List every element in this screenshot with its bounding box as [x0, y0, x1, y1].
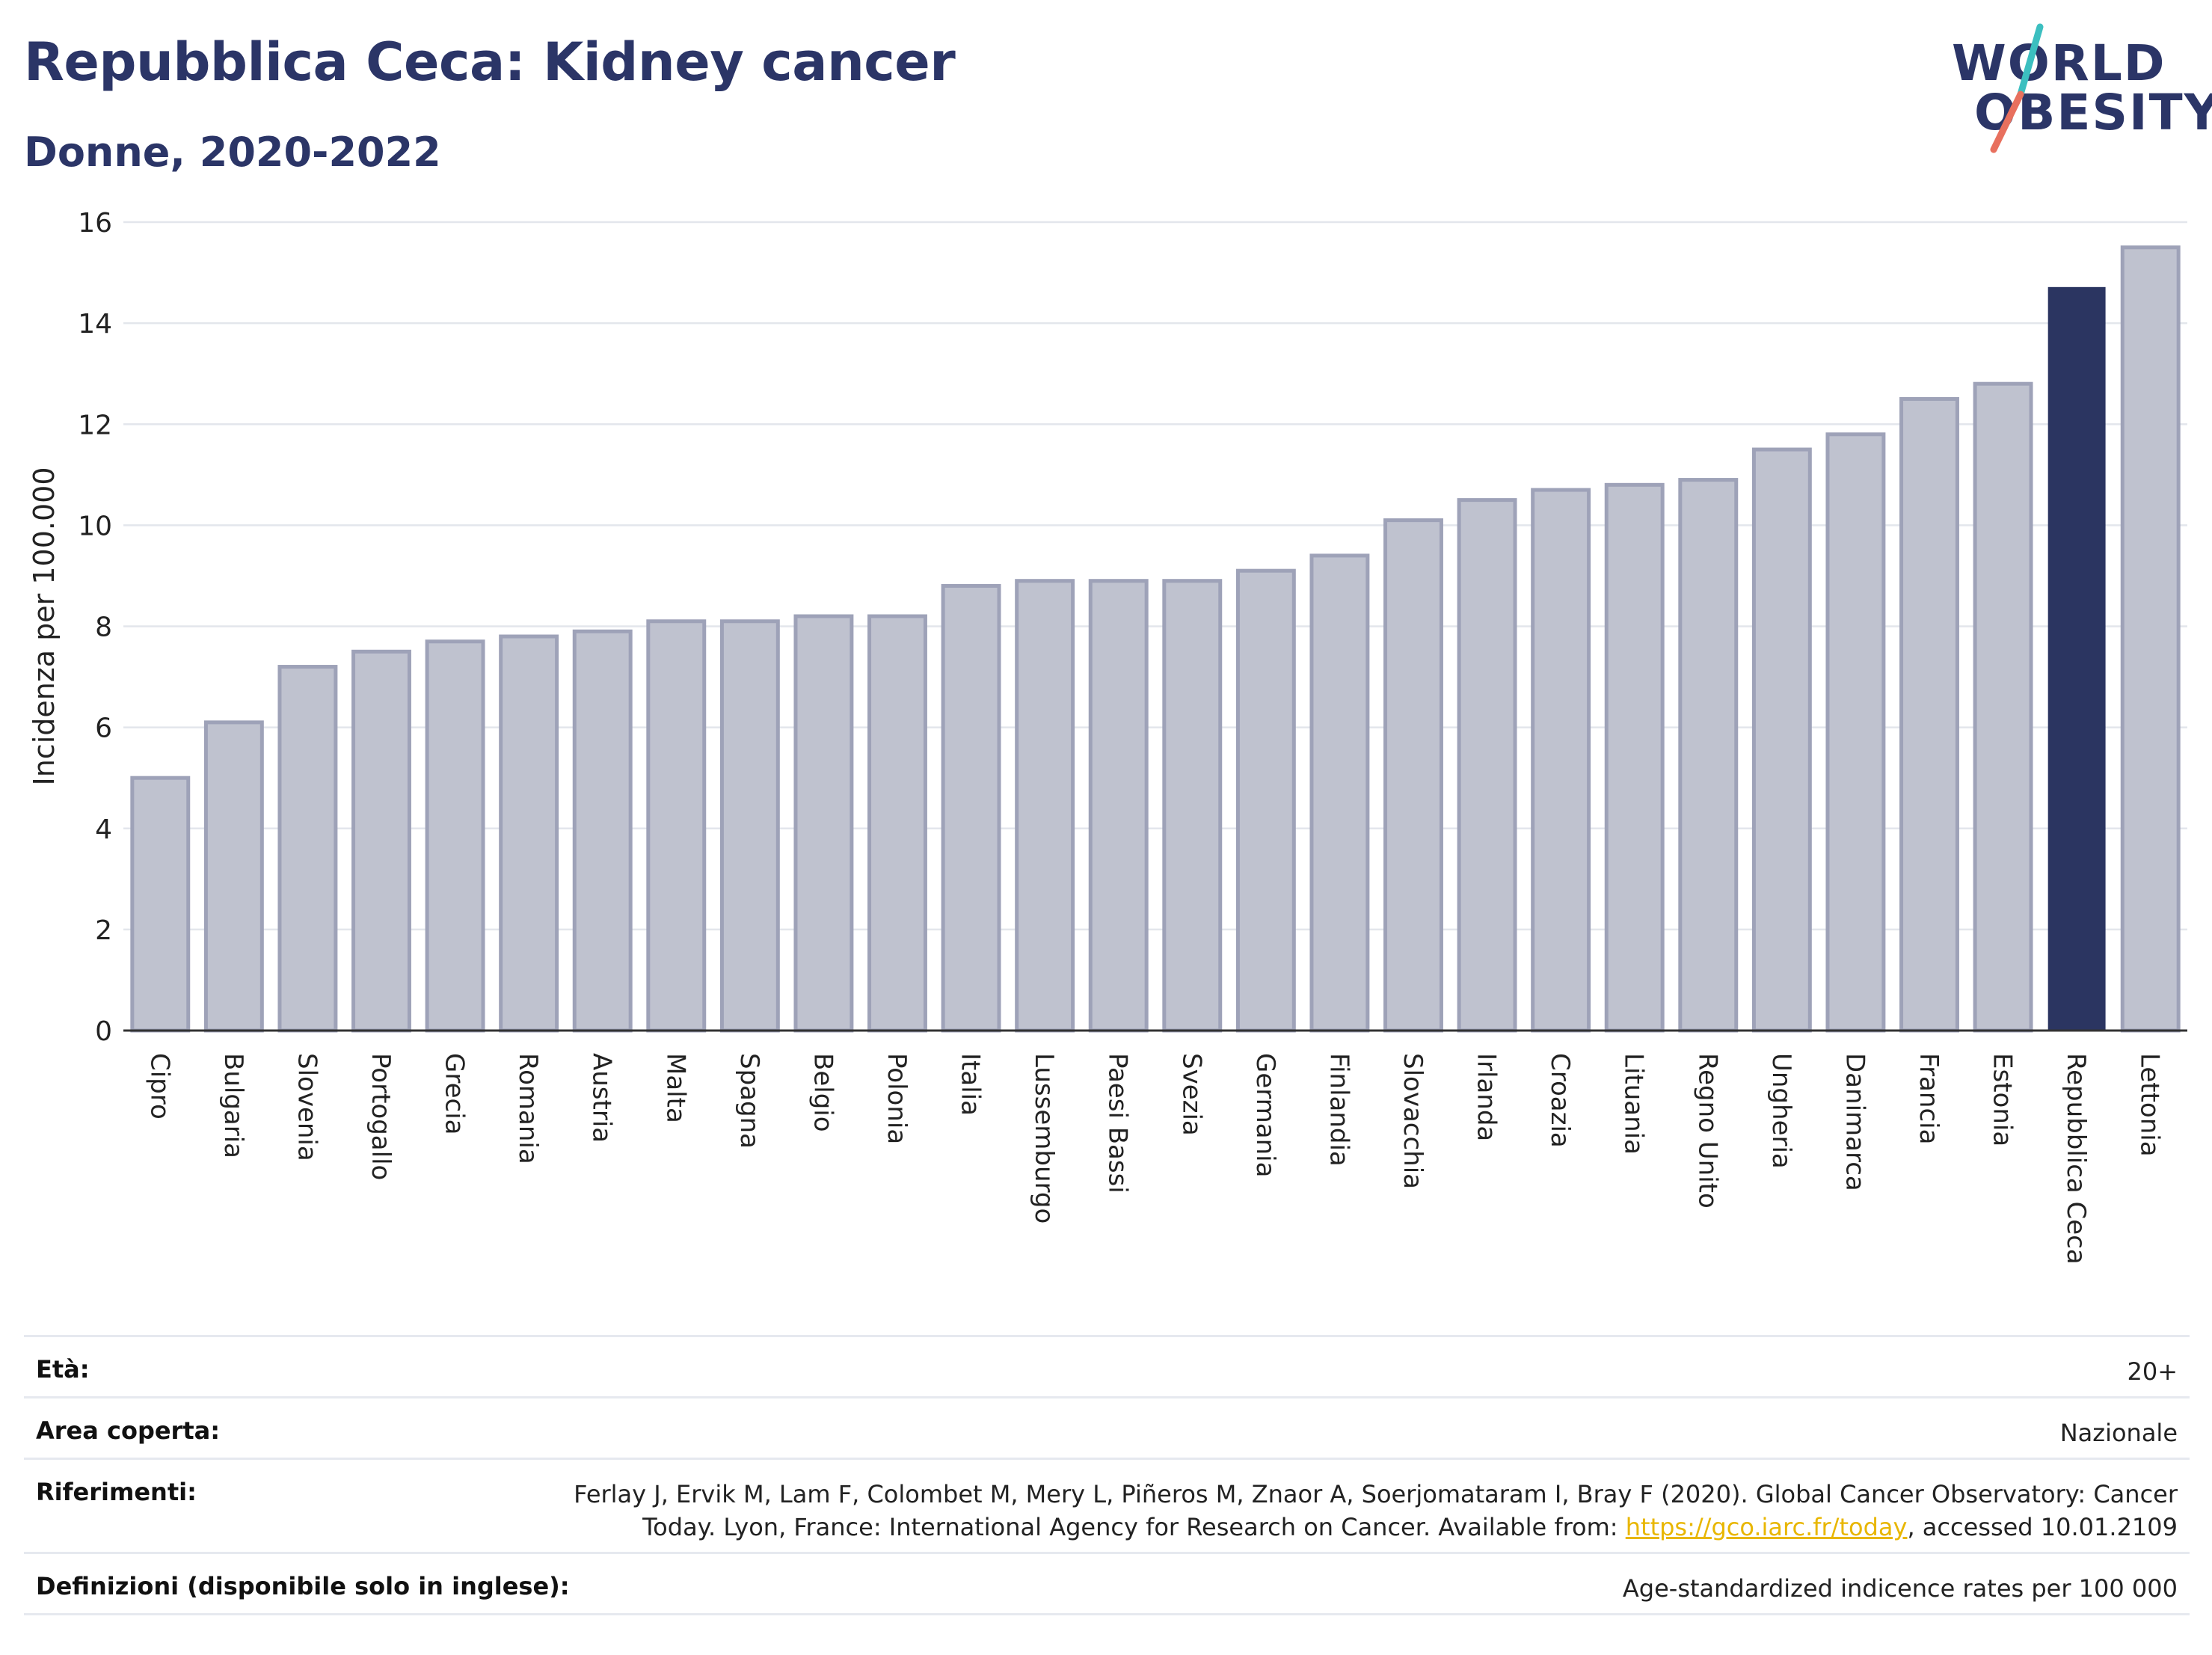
bar: [425, 639, 485, 1033]
meta-age-value: 20+: [2127, 1357, 2178, 1386]
x-tick-label: Grecia: [440, 1053, 470, 1134]
bar: [2120, 245, 2181, 1033]
x-tick-label: Cipro: [144, 1053, 174, 1120]
bars: [130, 245, 2181, 1033]
x-tick-label: Malta: [660, 1053, 690, 1123]
bar: [1162, 579, 1223, 1033]
bar: [1088, 579, 1149, 1033]
bar: [130, 776, 191, 1033]
x-tick-label: Polonia: [882, 1053, 912, 1144]
meta-row-references: Riferimenti: Ferlay J, Ervik M, Lam F, C…: [24, 1458, 2190, 1552]
meta-row-definitions: Definizioni (disponibile solo in inglese…: [24, 1552, 2190, 1613]
bar: [1899, 396, 1959, 1033]
y-tick-label: 6: [95, 713, 112, 744]
x-tick-label: Spagna: [734, 1053, 764, 1149]
bar: [2047, 286, 2106, 1032]
refs-line2-pre: Today. Lyon, France: International Agenc…: [642, 1513, 1626, 1541]
meta-age-label: Età:: [36, 1355, 90, 1384]
x-tick-label: Irlanda: [1472, 1053, 1502, 1141]
y-tick-label: 12: [78, 410, 112, 440]
meta-bottom-border: [24, 1613, 2190, 1615]
bar: [1309, 553, 1370, 1033]
bar: [646, 619, 707, 1033]
x-tick-label: Slovacchia: [1398, 1053, 1428, 1189]
bar: [1383, 518, 1443, 1033]
bar: [1457, 498, 1517, 1033]
bar: [867, 614, 927, 1033]
metadata-table: Età: 20+ Area coperta: Nazionale Riferim…: [24, 1335, 2190, 1615]
x-tick-label: Regno Unito: [1692, 1053, 1722, 1209]
x-tick-label: Finlandia: [1324, 1053, 1354, 1167]
logo-slash-icon: [1990, 23, 2044, 153]
bar: [1531, 488, 1591, 1033]
y-axis-label: Incidenza per 100.000: [28, 467, 61, 786]
x-tick-label: Romania: [513, 1053, 543, 1164]
y-tick-label: 14: [78, 309, 112, 340]
x-tick-label: Italia: [956, 1053, 986, 1116]
bar: [1751, 447, 1812, 1033]
x-tick-label: Repubblica Ceca: [2061, 1053, 2091, 1265]
bar: [1015, 579, 1075, 1033]
x-tick-label: Austria: [587, 1053, 617, 1143]
chart-title: Repubblica Ceca: Kidney cancer: [24, 31, 956, 93]
x-tick-label: Lituania: [1619, 1053, 1649, 1155]
refs-link[interactable]: https://gco.iarc.fr/today: [1625, 1513, 1908, 1541]
bar: [719, 619, 780, 1033]
bar: [1235, 568, 1296, 1033]
bar: [572, 629, 633, 1033]
y-tick-label: 10: [78, 511, 112, 541]
meta-defs-label: Definizioni (disponibile solo in inglese…: [36, 1572, 570, 1600]
bar: [1973, 381, 2033, 1033]
x-tick-label: Slovenia: [292, 1053, 322, 1161]
meta-row-age: Età: 20+: [24, 1335, 2190, 1396]
x-tick-label: Paesi Bassi: [1103, 1053, 1133, 1194]
bar: [351, 649, 411, 1033]
x-tick-label: Ungheria: [1766, 1053, 1796, 1169]
refs-line1: Ferlay J, Ervik M, Lam F, Colombet M, Me…: [574, 1480, 2178, 1508]
bar: [499, 634, 559, 1033]
y-tick-label: 2: [95, 915, 112, 946]
y-tick-label: 8: [95, 612, 112, 643]
logo-line1: WORLD: [1952, 34, 2166, 92]
refs-line2-post: , accessed 10.01.2109: [1907, 1513, 2178, 1541]
bar: [277, 665, 338, 1033]
x-tick-label: Lussemburgo: [1029, 1053, 1059, 1223]
bar-chart: 0 2 4 6 8 10 12 14 16 Incidenza per 100.000 Cipr…: [28, 208, 2187, 1265]
x-tick-label: Danimarca: [1840, 1053, 1870, 1191]
meta-area-label: Area coperta:: [36, 1416, 221, 1445]
bar: [1678, 478, 1739, 1033]
world-obesity-logo: WORLD OBESITY: [1952, 21, 2212, 163]
bar: [1604, 482, 1665, 1033]
bar: [203, 720, 264, 1033]
bar: [941, 583, 1001, 1033]
meta-refs-label: Riferimenti:: [36, 1478, 197, 1506]
x-tick-label: Germania: [1250, 1053, 1280, 1177]
chart-subtitle: Donne, 2020-2022: [24, 129, 441, 176]
y-tick-label: 0: [95, 1016, 112, 1047]
x-tick-label: Croazia: [1545, 1053, 1575, 1148]
meta-area-value: Nazionale: [2059, 1419, 2178, 1447]
x-tick-label: Svezia: [1176, 1053, 1206, 1136]
y-axis-ticks: 0 2 4 6 8 10 12 14 16: [78, 208, 112, 1047]
bar: [793, 614, 854, 1033]
bar: [1825, 432, 1886, 1033]
y-tick-label: 4: [95, 814, 112, 845]
x-tick-label: Lettonia: [2135, 1053, 2165, 1157]
x-axis-ticks: Cipro Bulgaria Slovenia Portogallo Grecia Rom…: [144, 1053, 2164, 1265]
meta-refs-value: Ferlay J, Ervik M, Lam F, Colombet M, Me…: [574, 1478, 2178, 1544]
meta-defs-value: Age-standardized indicence rates per 100…: [1622, 1574, 2178, 1603]
x-tick-label: Bulgaria: [218, 1053, 248, 1158]
x-tick-label: Francia: [1914, 1053, 1944, 1144]
x-tick-label: Belgio: [808, 1053, 838, 1132]
x-tick-label: Portogallo: [366, 1053, 396, 1180]
meta-row-area: Area coperta: Nazionale: [24, 1396, 2190, 1458]
x-tick-label: Estonia: [1988, 1053, 2018, 1146]
y-tick-label: 16: [78, 208, 112, 239]
